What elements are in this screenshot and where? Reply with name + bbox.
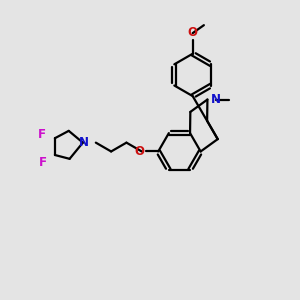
Text: N: N (79, 136, 89, 149)
Text: F: F (39, 157, 47, 169)
Text: O: O (188, 26, 198, 39)
Text: F: F (38, 128, 46, 141)
Text: N: N (211, 93, 221, 106)
Text: O: O (134, 145, 144, 158)
